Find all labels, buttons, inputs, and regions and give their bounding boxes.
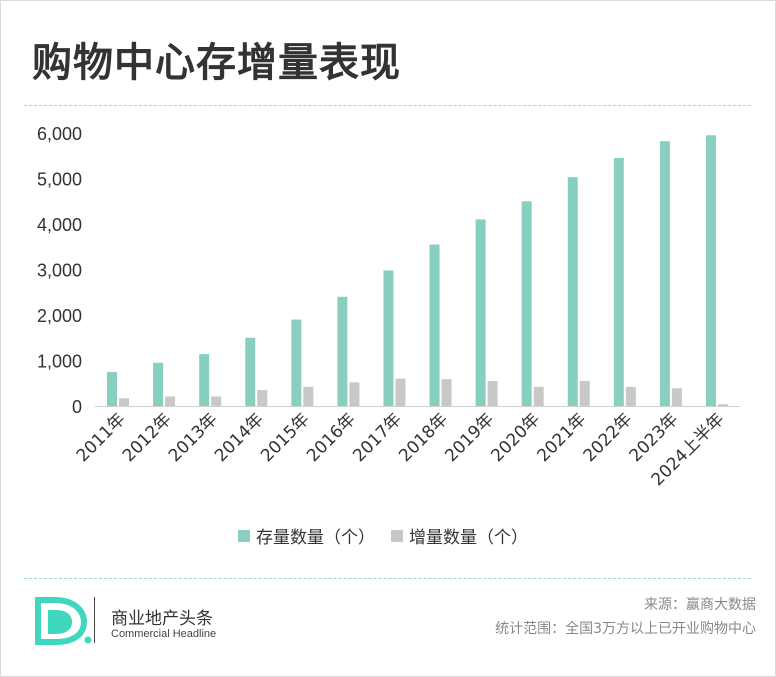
bar-stock <box>383 270 394 406</box>
bar-increment <box>625 386 636 406</box>
scope-note: 统计范围：全国3万方以上已开业购物中心 <box>495 621 756 637</box>
x-tick-label: 2013年 <box>165 409 222 466</box>
source-note: 来源：赢商大数据 <box>644 597 756 613</box>
bar-increment <box>533 386 544 406</box>
x-tick-label: 2022年 <box>580 409 637 466</box>
brand-logo-icon <box>35 597 92 645</box>
y-tick-label: 3,000 <box>37 261 82 281</box>
logo-separator <box>94 597 95 643</box>
legend-swatch-increment <box>391 530 403 542</box>
bottom-divider <box>24 578 751 579</box>
bar-stock <box>475 219 486 406</box>
x-tick-label: 2019年 <box>441 409 498 466</box>
y-tick-label: 6,000 <box>37 124 82 144</box>
bar-increment <box>717 404 728 406</box>
bar-increment <box>119 398 130 406</box>
bar-increment <box>165 396 176 406</box>
bar-stock <box>521 201 532 406</box>
x-tick-label: 2018年 <box>395 409 452 466</box>
bar-increment <box>257 390 268 406</box>
bar-increment <box>211 396 222 406</box>
bar-stock <box>567 177 578 406</box>
legend-label-stock: 存量数量（个） <box>256 528 375 548</box>
x-tick-label: 2017年 <box>349 409 406 466</box>
bar-increment <box>487 380 498 406</box>
bar-stock <box>337 296 348 406</box>
bar-chart: 6,000 5,000 4,000 3,000 2,000 1,000 02011年2012… <box>37 124 740 548</box>
legend-swatch-stock <box>238 530 250 542</box>
bar-increment <box>303 386 314 406</box>
x-tick-label: 2014年 <box>211 409 268 466</box>
x-tick-label: 2011年 <box>73 409 130 466</box>
x-tick-label: 2015年 <box>257 409 314 466</box>
bar-stock <box>613 158 624 406</box>
top-divider <box>24 105 751 106</box>
y-tick-label: 2,000 <box>37 306 82 326</box>
brand-name-cn: 商业地产头条 <box>111 609 213 629</box>
bar-increment <box>579 380 590 406</box>
bar-stock <box>107 371 118 406</box>
x-tick-label: 2012年 <box>119 409 176 466</box>
bar-stock <box>245 337 256 406</box>
bar-stock <box>199 354 210 406</box>
y-tick-label: 4,000 <box>37 215 82 235</box>
y-tick-label: 0 <box>72 397 82 417</box>
bar-stock <box>705 135 716 406</box>
bar-stock <box>291 319 302 406</box>
bar-increment <box>395 378 406 406</box>
y-tick-label: 1,000 <box>37 352 82 372</box>
x-tick-label: 2020年 <box>487 409 544 466</box>
brand-name-en: Commercial Headline <box>111 628 217 640</box>
bar-stock <box>659 141 670 406</box>
bar-increment <box>349 382 360 406</box>
bar-stock <box>153 362 164 406</box>
legend-label-increment: 增量数量（个） <box>409 528 528 548</box>
x-tick-label: 2021年 <box>534 409 591 466</box>
x-tick-label: 2016年 <box>303 409 360 466</box>
bar-increment <box>441 379 452 406</box>
chart-title: 购物中心存增量表现 <box>32 40 401 86</box>
bar-stock <box>429 244 440 406</box>
y-tick-label: 5,000 <box>37 170 82 190</box>
bar-increment <box>671 388 682 406</box>
